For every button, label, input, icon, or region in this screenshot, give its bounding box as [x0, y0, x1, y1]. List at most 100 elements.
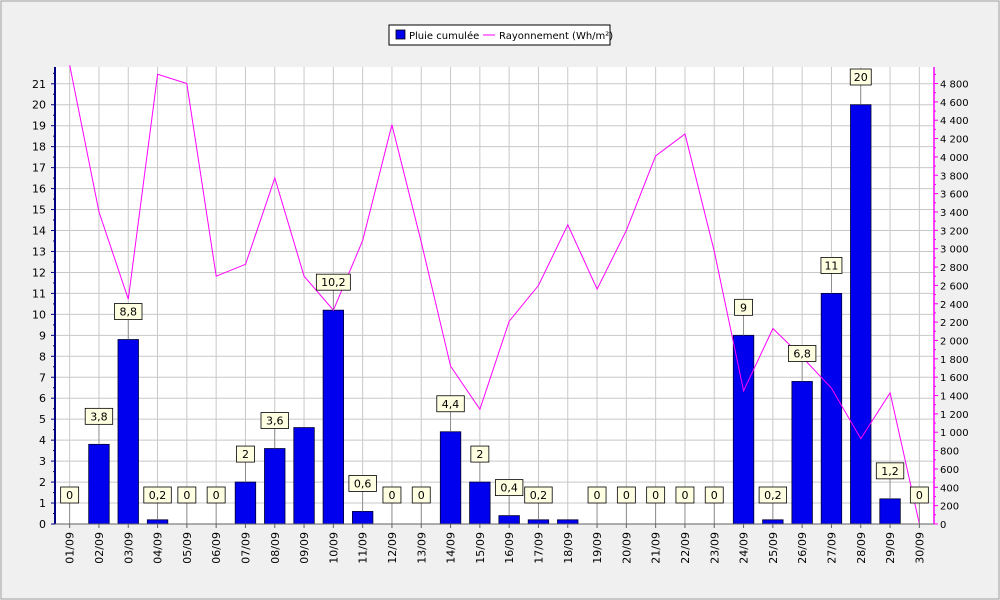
data-label-box	[758, 486, 787, 504]
bar-10/09	[322, 309, 345, 525]
y-right-tick-label: 4 600	[940, 98, 969, 109]
data-label-box	[84, 407, 114, 425]
data-label: 0,2	[149, 489, 167, 502]
x-tick-label: 13/09	[415, 532, 428, 564]
data-label: 10,2	[321, 276, 346, 289]
bar-series	[88, 104, 901, 525]
data-label: 20	[854, 71, 868, 84]
y-right-tick-label: 3 200	[940, 226, 969, 237]
data-label-box	[616, 486, 636, 504]
y-right-tick-label: 400	[940, 483, 959, 494]
data-label: 0	[623, 489, 630, 502]
data-label-box	[820, 257, 843, 274]
data-label: 0	[594, 489, 601, 502]
y-left-tick-label: 7	[39, 371, 46, 384]
legend: Pluie cumulée Rayonnement (Wh/m²)	[388, 24, 613, 46]
data-label-box	[236, 445, 255, 463]
x-tick-label: 12/09	[386, 532, 399, 564]
data-label-box	[260, 412, 289, 429]
data-label-box	[470, 445, 490, 463]
data-label: 0	[388, 489, 395, 502]
y-right-tick-label: 4 000	[940, 153, 969, 164]
x-tick-label: 17/09	[532, 532, 545, 564]
y-right-tick-label: 3 400	[940, 208, 969, 219]
y-right-tick-label: 2 600	[940, 281, 969, 292]
y-right-tick-label: 1 000	[940, 428, 969, 439]
legend-label-rain: Pluie cumulée	[409, 30, 479, 42]
y-left-tick-label: 11	[32, 287, 46, 300]
data-label-box	[382, 486, 402, 504]
bar-16/09	[498, 515, 520, 525]
y-left-tick-label: 14	[32, 225, 46, 238]
x-tick-label: 20/09	[620, 532, 633, 564]
data-label-box	[348, 475, 377, 492]
y-left-tick-label: 21	[32, 78, 46, 91]
data-label-box	[114, 303, 143, 320]
data-label-box	[704, 486, 724, 504]
line-series	[69, 65, 920, 525]
x-tick-label: 24/09	[738, 532, 751, 564]
data-label: 9	[740, 301, 747, 314]
legend-box	[388, 24, 611, 46]
x-tick-label: 28/09	[855, 532, 868, 564]
data-label: 0	[681, 489, 688, 502]
y-right-tick-label: 600	[940, 465, 959, 476]
y-left-tick-label: 16	[32, 183, 46, 196]
x-tick-label: 30/09	[913, 532, 926, 564]
x-tick-label: 14/09	[445, 532, 458, 564]
y-right-tick-label: 2 200	[940, 318, 969, 329]
data-label: 0	[66, 489, 73, 502]
data-label: 2	[476, 448, 483, 461]
bar-17/09	[527, 519, 550, 525]
data-labels: 0 3,8 8,8 0,2 0 0 2 3,6 10,2 0,6 0 0 4,4 2 0,4 0,2 0 0 0 0 0…	[60, 68, 929, 524]
y-left-tick-label: 5	[39, 413, 46, 426]
x-tick-label: 04/09	[152, 532, 165, 564]
bar-09/09	[293, 427, 315, 525]
y-left-tick-label: 20	[32, 99, 46, 112]
axes: 0123456789101112131415161718192021020040…	[32, 67, 969, 564]
x-tick-label: 27/09	[825, 532, 838, 564]
bar-11/09	[351, 511, 374, 525]
data-label: 2	[242, 448, 249, 461]
x-tick-label: 21/09	[650, 532, 663, 564]
data-label: 0	[183, 489, 190, 502]
data-label: 0,2	[764, 489, 782, 502]
x-tick-label: 05/09	[181, 532, 194, 564]
x-tick-label: 25/09	[767, 532, 780, 564]
y-left-tick-label: 9	[39, 329, 46, 342]
y-left-tick-label: 13	[32, 245, 46, 258]
y-right-tick-label: 1 400	[940, 392, 969, 403]
bar-25/09	[762, 519, 784, 525]
bar-15/09	[469, 481, 491, 525]
y-right-tick-label: 1 800	[940, 355, 969, 366]
bar-29/09	[879, 498, 901, 525]
bar-03/09	[117, 339, 139, 525]
y-right-tick-label: 3 600	[940, 190, 969, 201]
data-label-box	[849, 68, 872, 86]
data-label-box	[411, 486, 431, 504]
data-label-box	[494, 479, 524, 497]
data-label-box	[909, 486, 929, 504]
x-tick-label: 03/09	[122, 532, 135, 564]
bar-02/09	[88, 443, 110, 525]
data-label: 0,2	[530, 489, 548, 502]
data-label-box	[315, 273, 351, 291]
x-tick-label: 07/09	[239, 532, 252, 564]
y-left-tick-label: 12	[32, 266, 46, 279]
data-label-box	[875, 462, 905, 480]
y-right-tick-label: 1 600	[940, 373, 969, 384]
data-label: 4,4	[442, 398, 460, 411]
bar-27/09	[820, 293, 843, 525]
y-left-tick-label: 3	[39, 455, 46, 468]
data-label-box	[587, 486, 607, 504]
legend-swatch-rain	[395, 29, 406, 40]
bar-18/09	[557, 519, 579, 525]
data-label: 0	[916, 489, 923, 502]
y-right-tick-label: 4 400	[940, 116, 969, 127]
data-label-box	[436, 395, 465, 413]
plot-area	[55, 67, 934, 524]
x-tick-label: 15/09	[474, 532, 487, 564]
y-left-tick-label: 2	[39, 476, 46, 489]
legend-label-radiation: Rayonnement (Wh/m²)	[499, 31, 613, 42]
